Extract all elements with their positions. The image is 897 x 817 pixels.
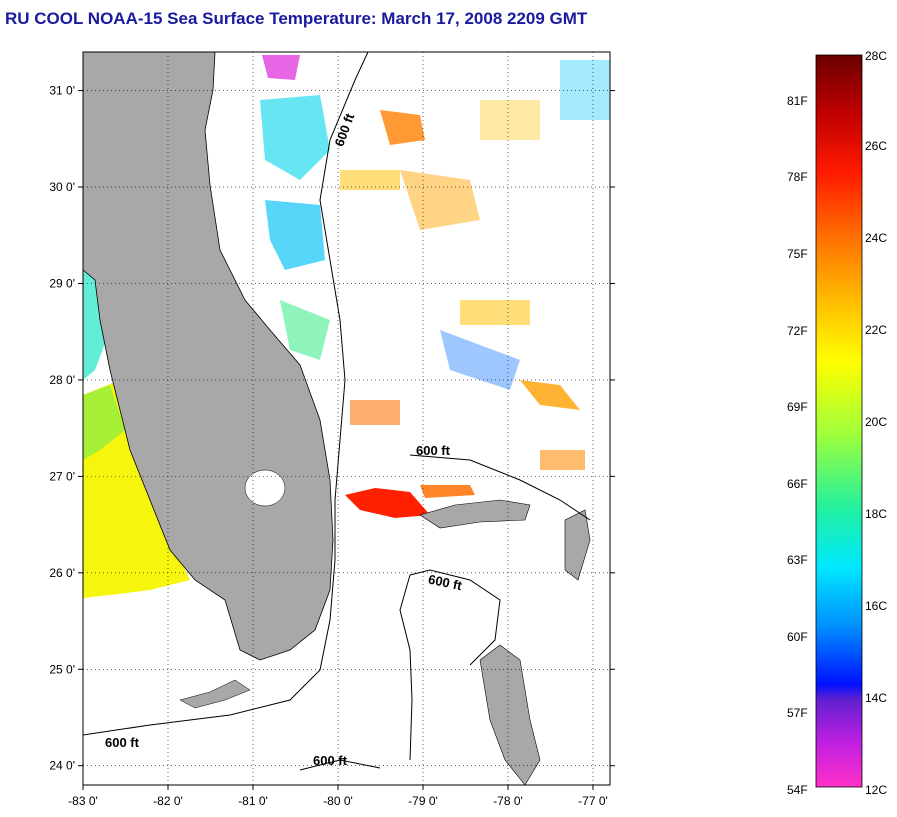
tick-label-lat-7: 24 0' xyxy=(49,759,75,773)
cb-label-f-4: 69F xyxy=(787,400,808,414)
tick-label-lon-2: -81 0' xyxy=(238,794,268,808)
cb-label-c-0: 28C xyxy=(865,49,887,63)
contour-label-straits: 600 ft xyxy=(427,571,464,593)
sst-patch-blue-band xyxy=(440,330,520,390)
cb-label-c-6: 16C xyxy=(865,599,887,613)
florida-landmass xyxy=(82,51,334,661)
cb-label-f-3: 72F xyxy=(787,324,808,338)
contour-label-north: 600 ft xyxy=(332,111,358,149)
sst-patch-green xyxy=(280,300,330,360)
tick-label-lon-6: -77 0' xyxy=(578,794,608,808)
tick-label-lat-1: 30 0' xyxy=(49,180,75,194)
cb-label-c-3: 22C xyxy=(865,323,887,337)
cb-label-f-9: 54F xyxy=(787,783,808,797)
axis-ticks: -83 0' -82 0' -81 0' -80 0' -79 0' -78 0' -77 … xyxy=(49,84,615,808)
tick-label-lon-4: -79 0' xyxy=(408,794,438,808)
tick-label-lon-0: -83 0' xyxy=(68,794,98,808)
sst-patch-cyan-2 xyxy=(265,200,325,270)
sst-patch-gulfstream-2 xyxy=(420,485,475,498)
sst-patch-gulf-green xyxy=(83,385,125,460)
tick-label-lat-4: 27 0' xyxy=(49,469,75,483)
cb-label-c-8: 12C xyxy=(865,783,887,797)
cb-label-f-0: 81F xyxy=(787,94,808,108)
cb-label-f-5: 66F xyxy=(787,477,808,491)
tick-label-lon-5: -78 0' xyxy=(493,794,523,808)
cb-label-f-6: 63F xyxy=(787,553,808,567)
sst-patch-orange-2 xyxy=(400,170,480,230)
sst-patch-orange-3 xyxy=(520,380,580,410)
grand-bahama xyxy=(419,499,531,529)
tick-label-lat-3: 28 0' xyxy=(49,373,75,387)
cb-label-f-1: 78F xyxy=(787,170,808,184)
tick-label-lat-6: 25 0' xyxy=(49,662,75,676)
cb-label-c-4: 20C xyxy=(865,415,887,429)
cb-label-c-2: 24C xyxy=(865,231,887,245)
abaco-island xyxy=(564,509,591,581)
tick-label-lon-1: -82 0' xyxy=(153,794,183,808)
contour-label-south: 600 ft xyxy=(313,753,348,768)
cb-label-f-8: 57F xyxy=(787,706,808,720)
map-title: RU COOL NOAA-15 Sea Surface Temperature:… xyxy=(5,9,588,28)
contour-label-keys: 600 ft xyxy=(105,735,140,750)
cb-label-c-5: 18C xyxy=(865,507,887,521)
depth-contours xyxy=(82,51,591,771)
sst-patch-orange-north xyxy=(380,110,425,145)
tick-label-lon-3: -80 0' xyxy=(323,794,353,808)
colorbar xyxy=(815,54,863,788)
map-frame xyxy=(82,51,611,786)
colorbar-labels: 81F 78F 75F 72F 69F 66F 63F 60F 57F 54F … xyxy=(787,49,887,797)
sst-patch-north-cyan xyxy=(260,95,330,180)
cb-label-f-7: 60F xyxy=(787,630,808,644)
sst-patch-gulfstream xyxy=(345,488,430,518)
cb-label-f-2: 75F xyxy=(787,247,808,261)
cb-label-c-7: 14C xyxy=(865,691,887,705)
contour-label-bahama: 600 ft xyxy=(416,443,451,458)
lake-okeechobee xyxy=(244,469,286,507)
cb-label-c-1: 26C xyxy=(865,139,887,153)
tick-label-lat-0: 31 0' xyxy=(49,84,75,98)
tick-label-lat-2: 29 0' xyxy=(49,276,75,290)
florida-keys xyxy=(179,679,251,709)
andros-island xyxy=(479,644,541,786)
tick-label-lat-5: 26 0' xyxy=(49,566,75,580)
sst-patch-magenta xyxy=(262,55,300,80)
